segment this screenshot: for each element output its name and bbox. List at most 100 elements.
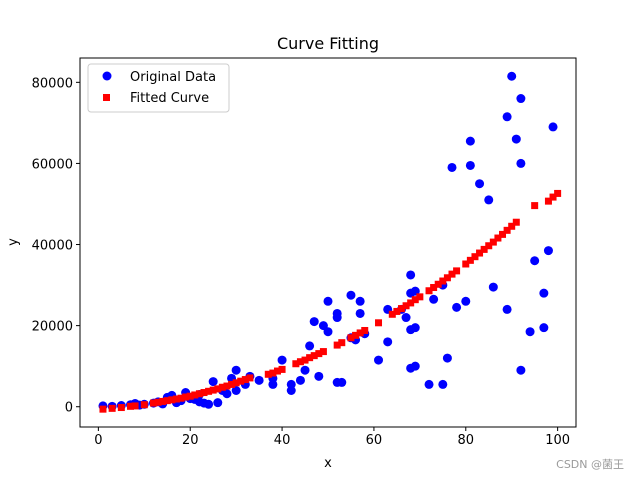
y-axis-label: y — [6, 238, 21, 246]
fitted-curve-point — [453, 267, 461, 275]
fitted-curve-point — [397, 305, 405, 313]
fitted-curve-point — [480, 245, 488, 253]
original-data-point — [424, 379, 434, 389]
fitted-curve-point — [476, 249, 484, 257]
original-data-point — [539, 288, 549, 298]
fitted-curve-point — [241, 376, 249, 384]
legend-box — [87, 63, 230, 113]
x-axis: 0 20 40 60 80 100 — [94, 427, 570, 448]
y-tick-label: 60000 — [32, 157, 73, 172]
fitted-curve-point — [182, 393, 190, 401]
x-tick-label: 100 — [545, 433, 570, 448]
original-data-point — [332, 313, 342, 323]
fitted-curve-point — [333, 341, 341, 349]
original-data-point — [429, 294, 439, 304]
plot-points — [98, 71, 562, 413]
original-data-point — [543, 246, 553, 256]
fitted-curve-point — [140, 401, 148, 409]
original-data-point — [337, 377, 347, 387]
fitted-curve-point — [127, 402, 135, 410]
fitted-curve-point — [117, 404, 125, 412]
original-data-point — [442, 353, 452, 363]
y-tick-label: 0 — [65, 401, 73, 416]
fitted-curve-point — [232, 379, 240, 387]
original-data-point — [213, 398, 223, 408]
fitted-curve-point — [416, 293, 424, 301]
original-data-point — [374, 355, 384, 365]
fitted-curve-point — [388, 310, 396, 318]
fitted-curve-point — [549, 193, 557, 201]
original-data-point — [383, 337, 393, 347]
original-data-point — [355, 296, 365, 306]
original-data-point — [461, 296, 471, 306]
original-data-point — [208, 377, 218, 387]
fitted-curve-point — [425, 287, 433, 295]
fitted-curve-point — [159, 397, 167, 405]
fitted-curve-point — [177, 394, 185, 402]
original-data-point — [475, 179, 485, 189]
fitted-curve-point — [356, 329, 364, 337]
legend-marker-fitted-curve — [103, 94, 110, 101]
fitted-curve-point — [439, 277, 447, 285]
fitted-curve-point — [471, 253, 479, 261]
fitted-curve-point — [512, 218, 520, 226]
original-data-point — [309, 317, 319, 327]
original-data-point — [484, 195, 494, 205]
fitted-curve-point — [246, 374, 254, 382]
x-tick-label: 80 — [458, 433, 475, 448]
x-tick-label: 0 — [94, 433, 102, 448]
fitted-curve-point — [200, 389, 208, 397]
fitted-curve-point — [544, 197, 552, 205]
x-tick-label: 60 — [366, 433, 383, 448]
fitted-curve-point — [411, 296, 419, 304]
original-data-point — [231, 365, 241, 375]
original-data-point — [295, 375, 305, 385]
fitted-curve-point — [407, 299, 415, 307]
fitted-curve-point — [209, 386, 217, 394]
original-data-point — [286, 379, 296, 389]
fitted-curve-point — [186, 392, 194, 400]
fitted-curve-point — [338, 339, 346, 347]
fitted-curve-point — [223, 382, 231, 390]
original-data-point — [410, 323, 420, 333]
fitted-curve-point — [430, 284, 438, 292]
original-data-point — [346, 290, 356, 300]
fitted-curve-point — [237, 377, 245, 385]
legend-label-fitted-curve: Fitted Curve — [130, 91, 209, 106]
chart-title: Curve Fitting — [277, 34, 379, 53]
original-data-point — [516, 158, 526, 168]
original-data-point — [438, 379, 448, 389]
fitted-curve-point — [296, 358, 304, 366]
fitted-curve-point — [163, 397, 171, 405]
fitted-curve-point — [489, 238, 497, 246]
fitted-curve-point — [494, 234, 502, 242]
fitted-curve-point — [319, 348, 327, 356]
original-data-point — [231, 386, 241, 396]
fitted-curve-point — [462, 260, 470, 268]
original-data-point — [530, 256, 540, 266]
fitted-curve-point — [466, 256, 474, 264]
original-data-point — [465, 160, 475, 170]
fitted-curve-point — [315, 350, 323, 358]
x-axis-label: x — [324, 456, 332, 471]
original-data-point — [314, 371, 324, 381]
y-tick-label: 20000 — [32, 320, 73, 335]
fitted-curve-point — [434, 280, 442, 288]
original-data-point — [323, 327, 333, 337]
fitted-curve-point — [269, 369, 277, 377]
plot-area-frame — [79, 57, 577, 428]
fitted-curve-point — [214, 385, 222, 393]
fitted-curve-point — [168, 396, 176, 404]
fitted-curve-point — [301, 356, 309, 364]
fitted-curve-point — [306, 354, 314, 362]
fitted-curve-point — [205, 387, 213, 395]
watermark: CSDN @菌王 — [556, 458, 624, 471]
fitted-curve-point — [218, 383, 226, 391]
fitted-curve-point — [485, 242, 493, 250]
original-data-point — [465, 136, 475, 146]
fitted-curve-point — [554, 189, 562, 197]
fitted-curve-point — [448, 270, 456, 278]
fitted-curve-point — [375, 319, 383, 327]
original-data-point — [539, 323, 549, 333]
